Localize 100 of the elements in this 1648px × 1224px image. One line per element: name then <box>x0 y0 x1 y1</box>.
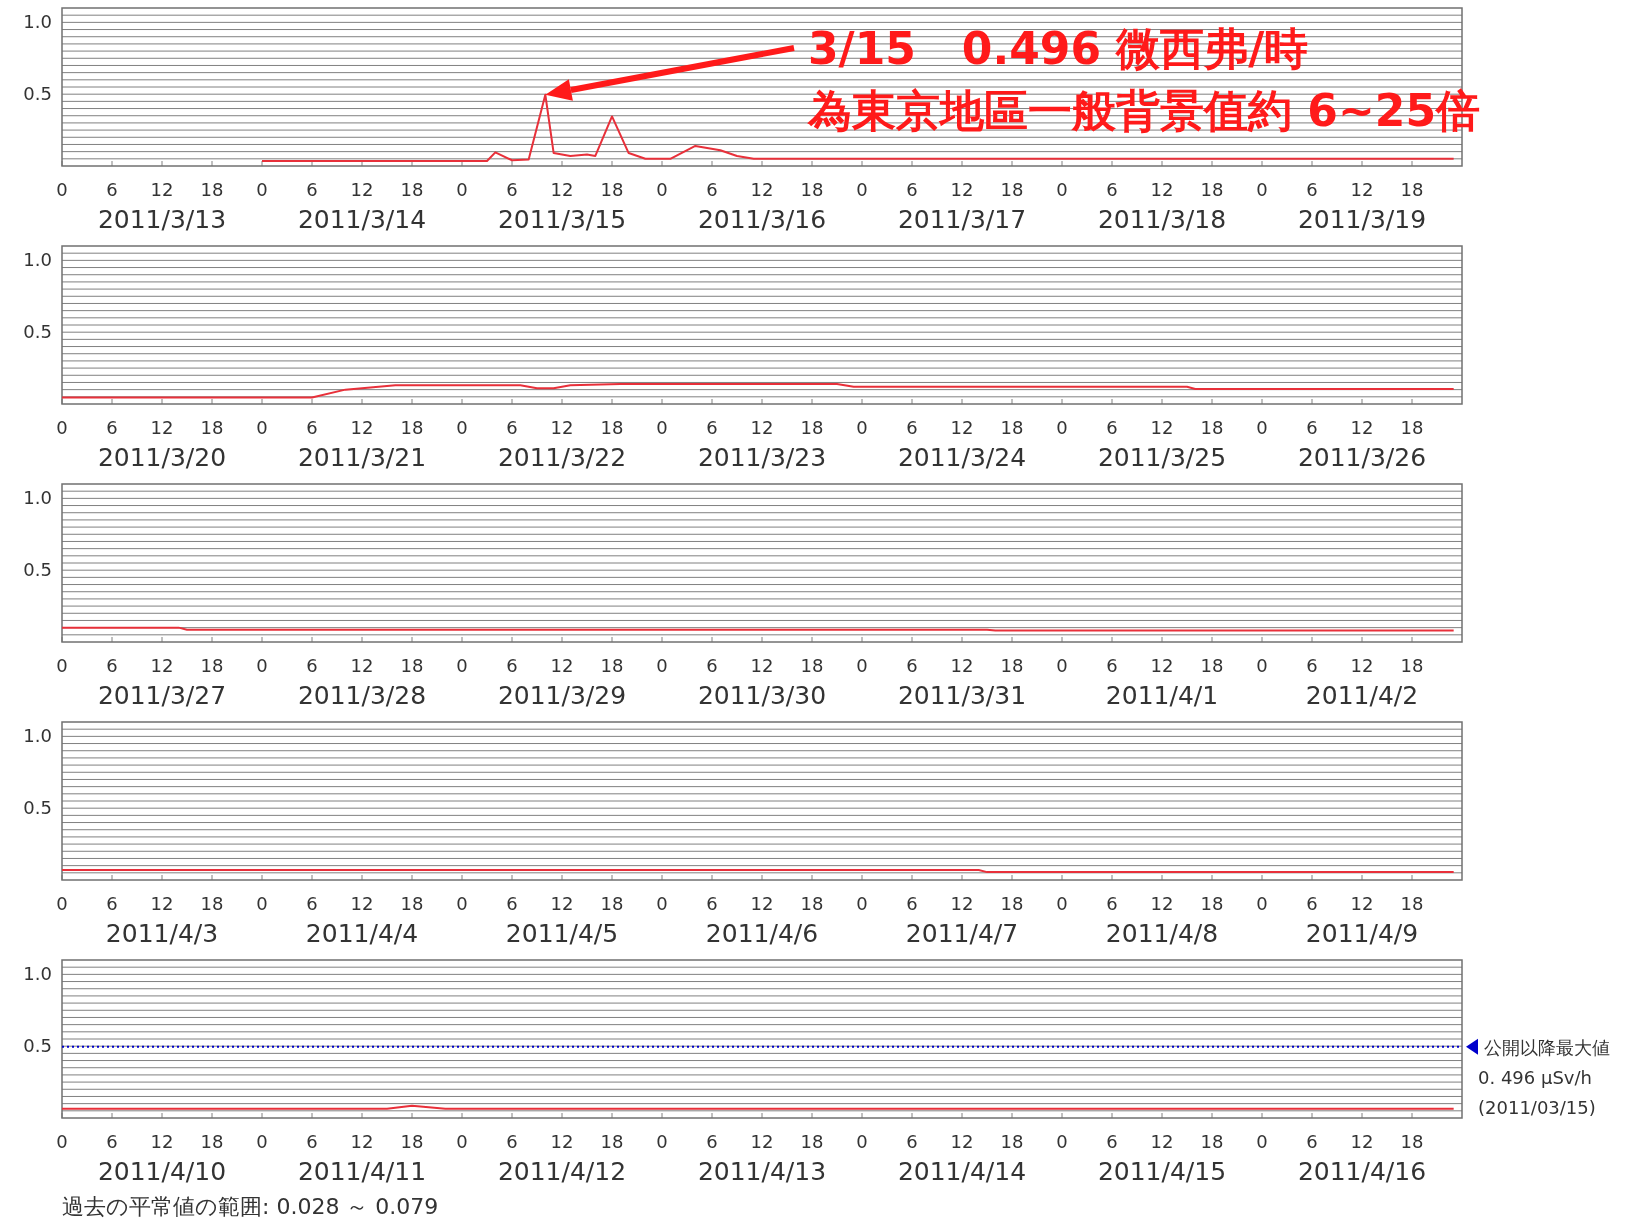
x-tick-label: 12 <box>1350 417 1374 438</box>
text: 2011/3/21 <box>297 443 427 472</box>
text: 2011/3/24 <box>897 443 1027 472</box>
text: 2011/4/10 <box>97 1157 227 1186</box>
chart-title: 3/15 0.496 微西弗/時 <box>808 23 1309 74</box>
x-tick-label: 0 <box>256 893 268 914</box>
text: 2011/3/26 <box>1297 443 1427 472</box>
x-tick-label: 12 <box>750 655 774 676</box>
x-tick-label: 6 <box>1306 417 1318 438</box>
x-tick-label: 0 <box>856 893 868 914</box>
x-tick-label: 12 <box>550 417 574 438</box>
x-tick-label: 6 <box>106 655 118 676</box>
x-tick-label: 6 <box>706 655 718 676</box>
x-tick-label: 18 <box>400 417 424 438</box>
x-tick-label: 0 <box>256 179 268 200</box>
x-tick-label: 18 <box>1200 417 1224 438</box>
x-tick-label: 6 <box>1106 893 1118 914</box>
text: 2011/4/5 <box>505 919 619 948</box>
x-tick-label: 6 <box>106 417 118 438</box>
x-tick-label: 0 <box>456 655 468 676</box>
text: 2011/3/22 <box>497 443 627 472</box>
x-tick-label: 6 <box>706 179 718 200</box>
x-tick-label: 6 <box>706 417 718 438</box>
x-tick-label: 6 <box>906 1131 918 1152</box>
text: 2011/3/18 <box>1097 205 1227 234</box>
x-tick-label: 18 <box>1200 1131 1224 1152</box>
text: 2011/3/28 <box>297 681 427 710</box>
x-tick-label: 6 <box>306 179 318 200</box>
text: 2011/4/3 <box>105 919 219 948</box>
x-tick-label: 12 <box>750 1131 774 1152</box>
text: 2011/4/16 <box>1297 1157 1427 1186</box>
text: 2011/4/1 <box>1105 681 1219 710</box>
x-tick-label: 0 <box>856 655 868 676</box>
x-tick-label: 6 <box>1306 893 1318 914</box>
text: 2011/3/17 <box>897 205 1027 234</box>
x-tick-label: 0 <box>1056 893 1068 914</box>
x-tick-label: 12 <box>1350 655 1374 676</box>
x-tick-label: 12 <box>750 417 774 438</box>
x-tick-label: 12 <box>150 179 174 200</box>
x-tick-label: 0 <box>256 655 268 676</box>
x-tick-label: 0 <box>56 893 68 914</box>
text: 2011/3/29 <box>497 681 627 710</box>
x-tick-label: 6 <box>106 179 118 200</box>
x-tick-label: 0 <box>1256 655 1268 676</box>
x-tick-label: 0 <box>256 1131 268 1152</box>
x-tick-label: 12 <box>950 1131 974 1152</box>
y-tick-label: 1.0 <box>23 249 52 271</box>
text: 過去の平常値の範囲: 0.028 ～ 0.079 <box>62 1194 439 1219</box>
text: 2011/3/19 <box>1297 205 1427 234</box>
x-tick-label: 6 <box>306 893 318 914</box>
x-tick-label: 0 <box>656 179 668 200</box>
x-tick-label: 6 <box>306 417 318 438</box>
text: 2011/4/14 <box>897 1157 1027 1186</box>
x-tick-label: 6 <box>506 179 518 200</box>
x-tick-label: 6 <box>106 893 118 914</box>
x-tick-label: 6 <box>1306 1131 1318 1152</box>
x-tick-label: 18 <box>1000 893 1024 914</box>
y-tick-label: 0.5 <box>23 797 52 819</box>
x-tick-label: 12 <box>150 893 174 914</box>
x-tick-label: 18 <box>800 655 824 676</box>
text: 2011/4/8 <box>1105 919 1219 948</box>
x-tick-label: 12 <box>1150 893 1174 914</box>
text: 2011/3/25 <box>1097 443 1227 472</box>
x-tick-label: 6 <box>106 1131 118 1152</box>
text: 2011/3/13 <box>97 205 227 234</box>
x-tick-label: 18 <box>200 179 224 200</box>
x-tick-label: 18 <box>600 893 624 914</box>
x-tick-label: 12 <box>550 1131 574 1152</box>
x-tick-label: 12 <box>1150 417 1174 438</box>
x-tick-label: 0 <box>1056 417 1068 438</box>
line-series <box>61 382 1455 399</box>
x-tick-label: 18 <box>400 893 424 914</box>
x-tick-label: 12 <box>150 1131 174 1152</box>
x-tick-label: 12 <box>1150 179 1174 200</box>
x-tick-label: 0 <box>1256 893 1268 914</box>
text: 2011/4/7 <box>905 919 1019 948</box>
x-tick-label: 0 <box>456 1131 468 1152</box>
x-tick-label: 18 <box>600 1131 624 1152</box>
x-tick-label: 18 <box>1000 179 1024 200</box>
x-tick-label: 18 <box>1000 1131 1024 1152</box>
x-tick-label: 18 <box>1200 893 1224 914</box>
x-tick-label: 0 <box>1056 1131 1068 1152</box>
x-tick-label: 18 <box>600 417 624 438</box>
x-tick-label: 18 <box>200 1131 224 1152</box>
x-tick-label: 18 <box>800 179 824 200</box>
text: 2011/4/15 <box>1097 1157 1227 1186</box>
x-tick-label: 6 <box>706 1131 718 1152</box>
x-tick-label: 6 <box>706 893 718 914</box>
x-tick-label: 0 <box>456 179 468 200</box>
x-tick-label: 6 <box>506 655 518 676</box>
text: 2011/3/23 <box>697 443 827 472</box>
x-tick-label: 0 <box>56 655 68 676</box>
x-tick-label: 12 <box>550 179 574 200</box>
y-tick-label: 0.5 <box>23 559 52 581</box>
x-tick-label: 18 <box>200 893 224 914</box>
x-tick-label: 6 <box>1106 1131 1118 1152</box>
x-tick-label: 12 <box>1350 1131 1374 1152</box>
y-tick-label: 0.5 <box>23 1035 52 1057</box>
x-tick-label: 18 <box>800 417 824 438</box>
x-tick-label: 18 <box>400 655 424 676</box>
